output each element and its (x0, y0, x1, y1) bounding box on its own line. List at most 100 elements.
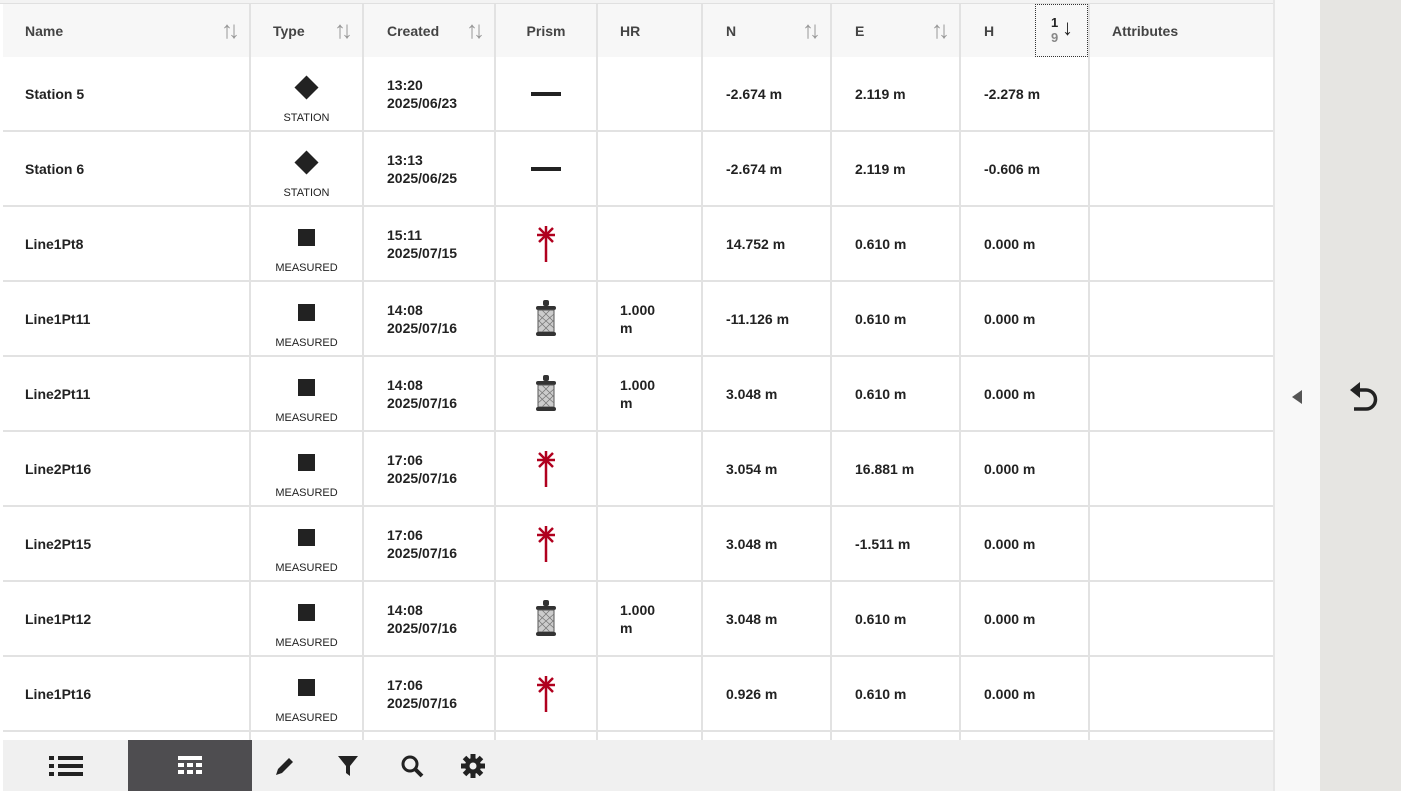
sort-icon[interactable]: ↑↓ (466, 17, 485, 44)
pencil-icon (276, 757, 293, 775)
prism-cell (496, 657, 598, 730)
created-date: 2025/07/16 (387, 544, 458, 561)
created-time: 17:06 (387, 676, 423, 693)
h-value: 0.000 m (984, 685, 1036, 702)
col-created-header[interactable]: Created ↑↓ (364, 4, 496, 57)
created-cell: 14:08 2025/07/16 (364, 582, 496, 655)
col-hr-header[interactable]: HR (598, 4, 703, 57)
arrow-down-icon: ↓ (1062, 15, 1073, 40)
e-value: 2.119 m (855, 85, 906, 102)
diamond-icon (294, 150, 319, 175)
created-cell: 17:06 2025/07/16 (364, 432, 496, 505)
table-row[interactable]: Station 5 STATION 13:20 2025/06/23 -2.674… (3, 57, 1273, 132)
sort-icon[interactable]: ↑↓ (931, 17, 950, 44)
n-cell: 3.048 m (703, 507, 832, 580)
n-cell: 3.048 m (703, 357, 832, 430)
col-e-header[interactable]: E ↑↓ (832, 4, 961, 57)
point-name: Line2Pt11 (25, 385, 91, 402)
type-symbol (294, 150, 319, 175)
e-cell: 0.610 m (832, 582, 961, 655)
n-cell: 0.926 m (703, 657, 832, 730)
hr-cell: 1.000 m (598, 282, 703, 355)
attributes-cell (1090, 207, 1273, 280)
e-cell: 0.610 m (832, 207, 961, 280)
type-symbol (298, 303, 315, 323)
prism-icon (536, 374, 556, 411)
e-value: 0.610 m (855, 610, 907, 627)
prism-cell (496, 57, 598, 130)
created-time: 13:13 (387, 151, 423, 168)
table-row[interactable]: Line1Pt16 MEASURED 17:06 2025/07/16 0.926… (3, 657, 1273, 732)
col-prism-header[interactable]: Prism (496, 4, 598, 57)
name-cell: Line1Pt16 (3, 657, 251, 730)
table-row[interactable]: Station 6 STATION 13:13 2025/06/25 -2.674… (3, 132, 1273, 207)
created-time: 13:20 (387, 76, 423, 93)
header-label: Created (387, 22, 440, 39)
table-row[interactable]: Line2Pt11 MEASURED 14:08 2025/07/16 1.000… (3, 357, 1273, 432)
filter-button[interactable] (316, 740, 380, 791)
sort-icon[interactable]: ↑↓ (802, 17, 821, 44)
created-date: 2025/07/16 (387, 469, 458, 486)
table-row[interactable]: Line1Pt8 MEASURED 15:11 2025/07/15 14.752… (3, 207, 1273, 282)
table-row[interactable]: Line1Pt11 MEASURED 14:08 2025/07/16 1.000… (3, 282, 1273, 357)
h-cell: 0.000 m (961, 282, 1090, 355)
table-row[interactable]: Line1Pt12 MEASURED 14:08 2025/07/16 1.000… (3, 582, 1273, 657)
col-h-header[interactable]: H 1 9 ↓ (961, 4, 1090, 57)
table-view-button[interactable] (128, 740, 252, 791)
sort-ascending-icon[interactable]: 1 9 ↓ (1035, 4, 1088, 57)
type-label: MEASURED (275, 711, 338, 724)
filter-icon (338, 755, 358, 776)
search-button[interactable] (380, 740, 444, 791)
collapse-arrow-icon[interactable] (1292, 390, 1302, 404)
col-n-header[interactable]: N ↑↓ (703, 4, 832, 57)
type-symbol (298, 378, 315, 398)
point-name: Station 6 (25, 160, 85, 177)
created-date: 2025/07/16 (387, 694, 458, 711)
table-row[interactable]: Line2Pt15 MEASURED 17:06 2025/07/16 3.048… (3, 507, 1273, 582)
table-row[interactable]: Line2Pt16 MEASURED 17:06 2025/07/16 3.054… (3, 432, 1273, 507)
e-value: 0.610 m (855, 385, 907, 402)
e-value: 16.881 m (855, 460, 915, 477)
prism-cell (496, 507, 598, 580)
h-value: 0.000 m (984, 310, 1036, 327)
prism-icon (536, 599, 556, 636)
n-value: 0.926 m (726, 685, 778, 702)
created-date: 2025/07/16 (387, 619, 458, 636)
sort-icon[interactable]: ↑↓ (334, 17, 353, 44)
name-cell: Line1Pt11 (3, 282, 251, 355)
hr-cell (598, 57, 703, 130)
h-cell: 0.000 m (961, 432, 1090, 505)
prism-cell (496, 432, 598, 505)
n-cell: -11.126 m (703, 282, 832, 355)
n-value: -2.674 m (726, 160, 783, 177)
type-label: MEASURED (275, 486, 338, 499)
reflectorless-laser-icon (537, 450, 555, 487)
type-symbol (298, 453, 315, 473)
type-symbol (298, 603, 315, 623)
edit-button[interactable] (252, 740, 316, 791)
e-value: -1.511 m (855, 535, 911, 552)
sort-icon[interactable]: ↑↓ (221, 17, 240, 44)
col-name-header[interactable]: Name ↑↓ (3, 4, 251, 57)
type-cell: MEASURED (251, 582, 364, 655)
created-cell: 13:20 2025/06/23 (364, 57, 496, 130)
point-name: Line1Pt16 (25, 685, 92, 702)
created-time: 17:06 (387, 451, 423, 468)
undo-icon[interactable] (1346, 381, 1378, 415)
h-value: -0.606 m (984, 160, 1041, 177)
settings-button[interactable] (444, 740, 502, 791)
type-cell: MEASURED (251, 432, 364, 505)
h-value: 0.000 m (984, 385, 1036, 402)
list-view-button[interactable] (3, 740, 128, 791)
attributes-cell (1090, 282, 1273, 355)
n-cell: 14.752 m (703, 207, 832, 280)
hr-cell (598, 507, 703, 580)
type-cell: MEASURED (251, 357, 364, 430)
n-value: -2.674 m (726, 85, 783, 102)
h-value: 0.000 m (984, 535, 1036, 552)
col-attributes-header[interactable]: Attributes (1090, 4, 1273, 57)
col-type-header[interactable]: Type ↑↓ (251, 4, 364, 57)
type-label: MEASURED (275, 636, 338, 649)
h-value: 0.000 m (984, 610, 1036, 627)
square-icon (298, 379, 315, 396)
